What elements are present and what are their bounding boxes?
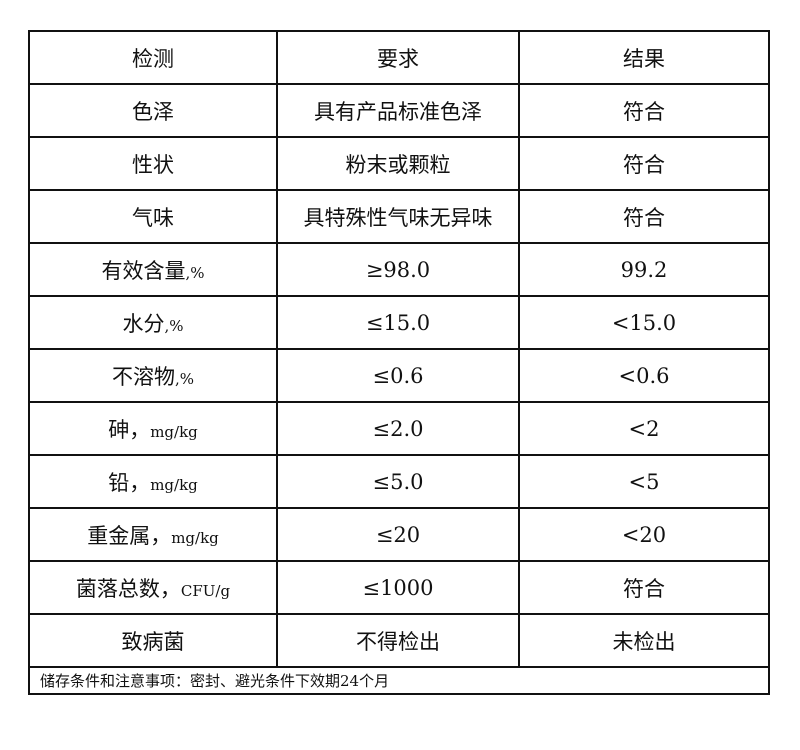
table-row: 重金属，mg/kg ≤20 <20 bbox=[28, 507, 770, 562]
test-item: 不溶物 bbox=[111, 364, 175, 389]
requirement-cell: ≤2.0 bbox=[276, 401, 520, 456]
table-row: 致病菌 不得检出 未检出 bbox=[28, 613, 770, 668]
quality-spec-table: 检测 要求 结果 色泽 具有产品标准色泽 符合 性状 粉末或颗粒 符合 气味 具特殊性气味无异… bbox=[28, 30, 770, 695]
result-cell: <0.6 bbox=[518, 348, 770, 403]
test-unit: ,% bbox=[174, 369, 195, 388]
test-item-cell: 不溶物,% bbox=[28, 348, 278, 403]
requirement-cell: 粉末或颗粒 bbox=[276, 136, 520, 191]
table-row: 菌落总数，CFU/g ≤1000 符合 bbox=[28, 560, 770, 615]
result-cell: <15.0 bbox=[518, 295, 770, 350]
requirement-cell: ≤15.0 bbox=[276, 295, 520, 350]
test-item: 重金属， bbox=[87, 523, 172, 548]
result-cell: 未检出 bbox=[518, 613, 770, 668]
test-item: 水分 bbox=[122, 311, 165, 336]
test-unit: CFU/g bbox=[180, 581, 231, 600]
result-cell: 符合 bbox=[518, 136, 770, 191]
test-item-cell: 砷，mg/kg bbox=[28, 401, 278, 456]
table-row: 性状 粉末或颗粒 符合 bbox=[28, 136, 770, 191]
test-item: 砷， bbox=[108, 417, 151, 442]
test-unit: ,% bbox=[185, 263, 205, 282]
test-unit: mg/kg bbox=[150, 422, 198, 441]
table-row: 有效含量,% ≥98.0 99.2 bbox=[28, 242, 770, 297]
test-item-cell: 致病菌 bbox=[28, 613, 278, 668]
test-item-cell: 色泽 bbox=[28, 83, 278, 138]
requirement-cell: 具有产品标准色泽 bbox=[276, 83, 520, 138]
requirement-cell: ≥98.0 bbox=[276, 242, 520, 297]
table-row: 色泽 具有产品标准色泽 符合 bbox=[28, 83, 770, 138]
result-cell: 符合 bbox=[518, 560, 770, 615]
table-row: 水分,% ≤15.0 <15.0 bbox=[28, 295, 770, 350]
test-unit: mg/kg bbox=[150, 475, 198, 494]
result-cell: <20 bbox=[518, 507, 770, 562]
result-cell: 符合 bbox=[518, 83, 770, 138]
requirement-cell: 不得检出 bbox=[276, 613, 520, 668]
result-cell: <2 bbox=[518, 401, 770, 456]
test-item: 性状 bbox=[132, 152, 174, 177]
footer-row: 储存条件和注意事项：密封、避光条件下效期24个月 bbox=[28, 666, 770, 695]
test-item-cell: 性状 bbox=[28, 136, 278, 191]
table-row: 铅，mg/kg ≤5.0 <5 bbox=[28, 454, 770, 509]
header-result: 结果 bbox=[518, 30, 770, 85]
header-requirement: 要求 bbox=[276, 30, 520, 85]
header-test: 检测 bbox=[28, 30, 278, 85]
test-item-cell: 气味 bbox=[28, 189, 278, 244]
test-item: 致病菌 bbox=[121, 629, 185, 654]
test-item: 有效含量 bbox=[101, 258, 186, 283]
test-item-cell: 有效含量,% bbox=[28, 242, 278, 297]
test-item-cell: 菌落总数，CFU/g bbox=[28, 560, 278, 615]
table-row: 气味 具特殊性气味无异味 符合 bbox=[28, 189, 770, 244]
result-cell: <5 bbox=[518, 454, 770, 509]
table-row: 不溶物,% ≤0.6 <0.6 bbox=[28, 348, 770, 403]
test-item: 色泽 bbox=[132, 99, 174, 124]
test-item-cell: 铅，mg/kg bbox=[28, 454, 278, 509]
requirement-cell: ≤20 bbox=[276, 507, 520, 562]
test-item-cell: 水分,% bbox=[28, 295, 278, 350]
table-row: 砷，mg/kg ≤2.0 <2 bbox=[28, 401, 770, 456]
storage-note: 储存条件和注意事项：密封、避光条件下效期24个月 bbox=[28, 666, 770, 695]
requirement-cell: ≤1000 bbox=[276, 560, 520, 615]
requirement-cell: ≤5.0 bbox=[276, 454, 520, 509]
requirement-cell: ≤0.6 bbox=[276, 348, 520, 403]
test-unit: ,% bbox=[164, 316, 184, 335]
requirement-cell: 具特殊性气味无异味 bbox=[276, 189, 520, 244]
test-item: 铅， bbox=[108, 470, 151, 495]
result-cell: 符合 bbox=[518, 189, 770, 244]
result-cell: 99.2 bbox=[518, 242, 770, 297]
test-item: 气味 bbox=[132, 205, 174, 230]
test-item: 菌落总数， bbox=[75, 576, 181, 601]
test-unit: mg/kg bbox=[171, 528, 219, 547]
test-item-cell: 重金属，mg/kg bbox=[28, 507, 278, 562]
table-header-row: 检测 要求 结果 bbox=[28, 30, 770, 85]
